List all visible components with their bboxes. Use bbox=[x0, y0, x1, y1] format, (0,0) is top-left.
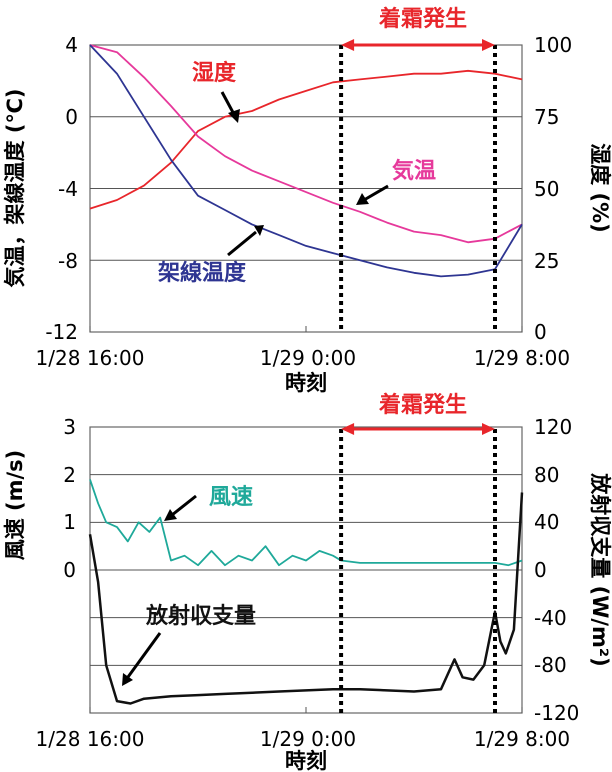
top-x-axis-label: 時刻 bbox=[285, 371, 327, 395]
top-annot-humidity: 湿度 bbox=[192, 60, 237, 86]
top-ytick-left-1: 4 bbox=[65, 33, 78, 57]
top-ytick-right-5: 0 bbox=[534, 320, 547, 344]
bottom-arrow-radiation-head bbox=[122, 673, 133, 686]
top-ytick-right-4: 25 bbox=[534, 249, 559, 273]
bottom-ytick-right-7: -120 bbox=[534, 701, 579, 725]
bottom-ytick-left-4: 0 bbox=[63, 558, 76, 582]
bottom-ytick-right-1: 120 bbox=[534, 415, 572, 439]
top-series-group bbox=[89, 44, 523, 278]
bottom-arrow-wind-head bbox=[164, 509, 177, 521]
top-xtick-1: 1/28 16:00 bbox=[36, 346, 145, 370]
top-y-right-label: 湿度 (%) bbox=[588, 143, 612, 233]
top-chart: 4 0 -4 -8 -12 100 75 50 25 0 1/28 16:00 … bbox=[3, 6, 612, 395]
top-xtick-2: 1/29 0:00 bbox=[260, 346, 356, 370]
top-annot-wire-temp: 架線温度 bbox=[158, 260, 247, 286]
top-ytick-right-2: 75 bbox=[534, 105, 559, 129]
top-ytick-left-3: -4 bbox=[58, 177, 78, 201]
bottom-gridlines bbox=[89, 474, 523, 713]
bottom-ytick-left-3: 1 bbox=[63, 510, 76, 534]
top-ytick-left-5: -12 bbox=[45, 320, 78, 344]
top-y-left-label: 気温，架線温度 (℃) bbox=[3, 89, 27, 288]
bottom-ytick-left-1: 3 bbox=[63, 415, 76, 439]
bottom-chart: 3 2 1 0 120 80 40 0 -40 -80 -120 1/28 16… bbox=[3, 392, 612, 772]
bottom-annot-radiation: 放射収支量 bbox=[145, 603, 256, 629]
bottom-y-left-label: 風速 (m/s) bbox=[3, 450, 27, 561]
top-ytick-right-1: 100 bbox=[534, 33, 572, 57]
bottom-frost-arrow-head-right bbox=[482, 423, 495, 435]
top-series-line-2 bbox=[89, 44, 523, 278]
top-annot-air-temp: 気温 bbox=[392, 158, 436, 184]
bottom-x-axis-label: 時刻 bbox=[285, 749, 327, 772]
top-series-line-0 bbox=[89, 69, 523, 210]
bottom-xtick-2: 1/29 0:00 bbox=[260, 727, 356, 751]
top-series-line-1 bbox=[89, 44, 523, 244]
top-ytick-right-3: 50 bbox=[534, 177, 559, 201]
top-frost-arrow-head-left bbox=[341, 39, 355, 51]
top-frost-arrow-head-right bbox=[482, 39, 495, 51]
bottom-annot-wind: 風速 bbox=[209, 484, 253, 510]
bottom-arrow-radiation bbox=[126, 632, 162, 678]
bottom-frost-markers bbox=[339, 423, 497, 713]
top-arrow-air-temp bbox=[363, 184, 389, 202]
top-arrow-air-temp-head bbox=[356, 193, 369, 205]
bottom-xtick-3: 1/29 8:00 bbox=[474, 727, 570, 751]
bottom-frost-label: 着霜発生 bbox=[378, 392, 467, 418]
bottom-ytick-right-4: 0 bbox=[534, 558, 547, 582]
bottom-ytick-right-3: 40 bbox=[534, 510, 559, 534]
top-frost-markers bbox=[339, 39, 497, 332]
top-arrow-wire-temp bbox=[227, 230, 257, 257]
bottom-ytick-right-6: -80 bbox=[534, 653, 567, 677]
top-ytick-left-2: 0 bbox=[65, 105, 78, 129]
bottom-y-right-label: 放射収支量 (W/m²) bbox=[588, 472, 612, 666]
bottom-series-line-1 bbox=[88, 492, 524, 705]
bottom-ytick-left-2: 2 bbox=[63, 463, 76, 487]
bottom-arrow-wind bbox=[171, 494, 197, 517]
top-xtick-3: 1/29 8:00 bbox=[474, 346, 570, 370]
top-frost-label: 着霜発生 bbox=[378, 6, 467, 32]
top-arrow-wire-temp-head bbox=[254, 225, 264, 236]
bottom-frost-arrow-head-left bbox=[341, 423, 355, 435]
bottom-xtick-1: 1/28 16:00 bbox=[36, 727, 145, 751]
bottom-series-group bbox=[88, 479, 524, 705]
top-gridlines bbox=[89, 116, 523, 332]
top-arrow-humidity-head bbox=[228, 109, 240, 123]
top-ytick-left-4: -8 bbox=[58, 249, 78, 273]
bottom-ytick-right-2: 80 bbox=[534, 463, 559, 487]
bottom-series-line-0 bbox=[89, 479, 523, 567]
bottom-ytick-right-5: -40 bbox=[534, 606, 567, 630]
